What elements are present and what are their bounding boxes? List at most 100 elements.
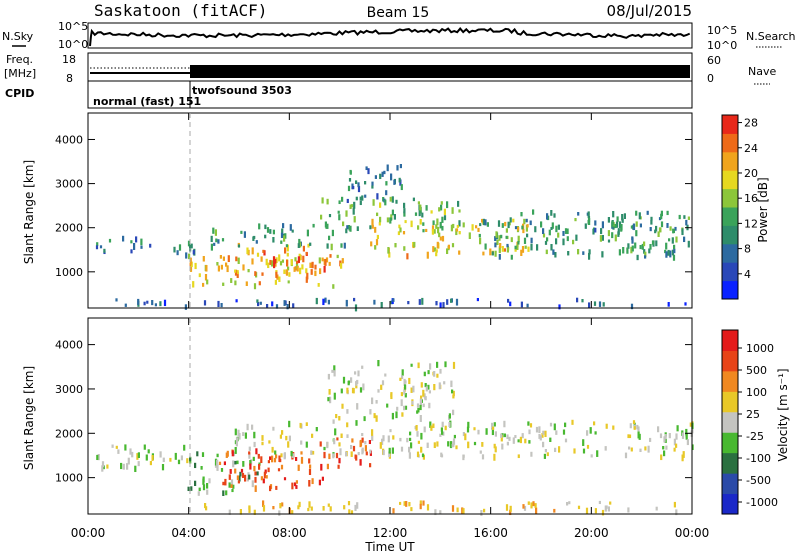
velocity-data-cell	[448, 422, 451, 428]
power-data-cell	[669, 250, 672, 258]
velocity-data-cell	[523, 505, 527, 511]
velocity-data-cell	[426, 442, 429, 448]
velocity-data-cell	[327, 503, 330, 507]
power-data-cell	[294, 257, 297, 262]
power-data-cell	[615, 221, 619, 228]
velocity-data-cell	[491, 428, 494, 436]
velocity-data-cell	[350, 445, 353, 450]
power-data-cell	[266, 304, 269, 308]
velocity-data-cell	[348, 509, 351, 515]
velocity-data-cell	[280, 464, 284, 470]
power-data-cell	[566, 236, 569, 242]
power-data-cell	[310, 269, 313, 275]
power-data-cell	[432, 220, 435, 226]
velocity-data-cell	[201, 452, 205, 457]
velocity-data-cell	[354, 371, 357, 375]
velocity-data-cell	[278, 455, 281, 463]
power-data-cell	[237, 244, 241, 248]
power-data-cell	[349, 225, 352, 232]
power-data-cell	[281, 228, 284, 235]
power-data-cell	[494, 242, 497, 248]
power-data-cell	[553, 213, 556, 218]
velocity-data-cell	[124, 444, 127, 451]
power-data-cell	[373, 299, 376, 305]
velocity-colorbar-label: -25	[746, 430, 764, 443]
power-data-cell	[498, 246, 501, 254]
power-data-cell	[616, 216, 619, 222]
power-data-cell	[421, 297, 424, 305]
power-data-cell	[385, 181, 388, 186]
power-data-cell	[520, 301, 523, 308]
power-data-cell	[321, 197, 324, 204]
velocity-data-cell	[145, 454, 148, 461]
power-data-cell	[668, 238, 671, 242]
power-data-cell	[345, 210, 348, 217]
power-data-cell	[451, 207, 454, 214]
velocity-data-cell	[440, 452, 443, 458]
velocity-data-cell	[506, 441, 509, 446]
velocity-data-cell	[657, 426, 660, 433]
velocity-data-cell	[350, 510, 354, 515]
power-data-cell	[367, 168, 370, 175]
velocity-data-cell	[308, 468, 312, 476]
velocity-data-cell	[305, 441, 308, 448]
velocity-data-cell	[338, 416, 341, 421]
power-data-cell	[237, 257, 240, 264]
power-data-cell	[422, 229, 425, 233]
velocity-data-cell	[254, 471, 257, 476]
velocity-data-cell	[399, 501, 402, 505]
velocity-data-cell	[272, 506, 275, 510]
velocity-data-cell	[232, 484, 235, 489]
power-data-cell	[398, 177, 401, 183]
velocity-data-cell	[663, 450, 666, 457]
velocity-data-cell	[228, 509, 231, 515]
power-data-cell	[417, 225, 420, 230]
velocity-data-cell	[326, 441, 329, 449]
power-colorbar-swatch	[722, 243, 738, 263]
velocity-data-cell	[375, 400, 378, 404]
velocity-data-cell	[571, 419, 574, 425]
power-data-cell	[325, 257, 329, 263]
power-data-cell	[496, 239, 499, 246]
power-data-cell	[392, 298, 395, 302]
velocity-data-cell	[503, 433, 506, 438]
velocity-data-cell	[162, 457, 165, 463]
power-data-cell	[658, 217, 662, 221]
power-data-cell	[243, 231, 246, 238]
velocity-data-cell	[387, 435, 390, 443]
velocity-data-cell	[200, 466, 203, 470]
velocity-data-cell	[436, 373, 439, 378]
velocity-data-cell	[399, 437, 402, 442]
power-data-cell	[514, 248, 517, 252]
velocity-data-cell	[500, 433, 503, 438]
power-data-cell	[399, 179, 402, 186]
velocity-data-cell	[361, 437, 364, 443]
velocity-data-cell	[308, 501, 311, 508]
power-ylabel: Slant Range [km]	[22, 160, 36, 264]
power-data-cell	[221, 238, 225, 242]
velocity-data-cell	[444, 425, 447, 431]
velocity-data-cell	[553, 423, 556, 431]
velocity-data-cell	[320, 463, 323, 471]
velocity-data-cell	[582, 448, 586, 454]
power-data-cell	[544, 240, 548, 245]
power-data-cell	[307, 243, 310, 248]
velocity-data-cell	[527, 501, 530, 505]
velocity-data-cell	[151, 455, 154, 461]
velocity-data-cell	[257, 453, 260, 459]
velocity-data-cell	[419, 398, 422, 406]
velocity-data-cell	[347, 501, 351, 506]
velocity-data-cell	[593, 421, 596, 426]
power-data-cell	[499, 243, 502, 248]
velocity-data-cell	[359, 459, 362, 466]
power-data-cell	[317, 283, 320, 287]
power-data-cell	[103, 248, 106, 253]
velocity-data-cell	[311, 478, 314, 485]
velocity-data-cell	[220, 468, 224, 472]
velocity-data-cell	[333, 392, 336, 400]
velocity-colorbar-label: 500	[746, 364, 767, 377]
velocity-data-cell	[427, 370, 430, 375]
power-data-cell	[489, 248, 492, 256]
velocity-data-cell	[232, 451, 236, 457]
velocity-data-cell	[375, 415, 378, 422]
